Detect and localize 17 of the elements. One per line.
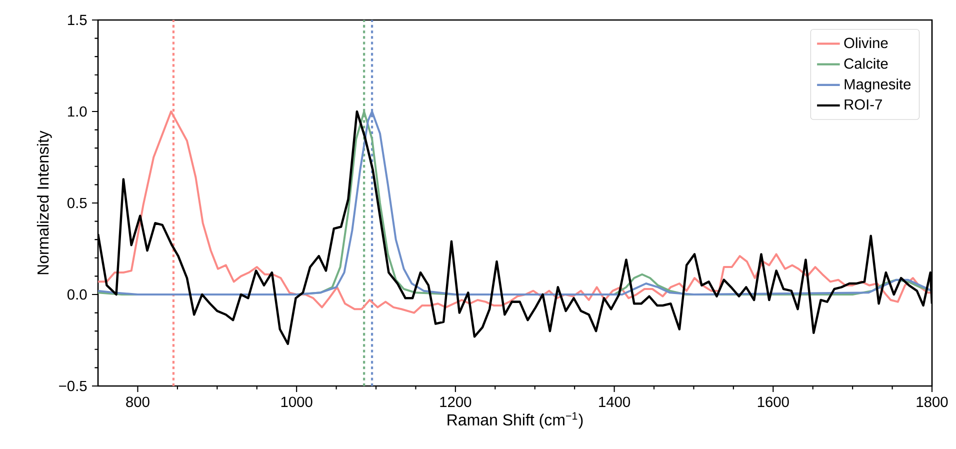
legend-label: Magnesite <box>844 78 911 92</box>
x-tick-label: 1800 <box>916 396 948 408</box>
y-tick-label: 1.5 <box>68 14 87 26</box>
x-tick-label: 1200 <box>440 396 472 408</box>
y-tick-label: 0.0 <box>67 289 87 300</box>
x-tick-label: 1000 <box>281 396 312 408</box>
legend-label: Calcite <box>844 58 888 69</box>
legend-label: ROI-7 <box>844 99 882 110</box>
x-tick-label: 800 <box>126 396 150 408</box>
legend-label: Olivine <box>844 37 888 48</box>
y-tick-label: 1.0 <box>68 106 87 117</box>
y-axis-title: Normalized Intensity <box>36 130 52 274</box>
x-tick-label: 1600 <box>758 396 789 408</box>
x-tick-label: 1400 <box>599 396 630 408</box>
y-tick-label: −0.5 <box>59 380 87 392</box>
y-tick-label: 0.5 <box>67 198 87 208</box>
x-axis-title: Raman Shift (cm$^{−1}$) <box>448 412 583 429</box>
